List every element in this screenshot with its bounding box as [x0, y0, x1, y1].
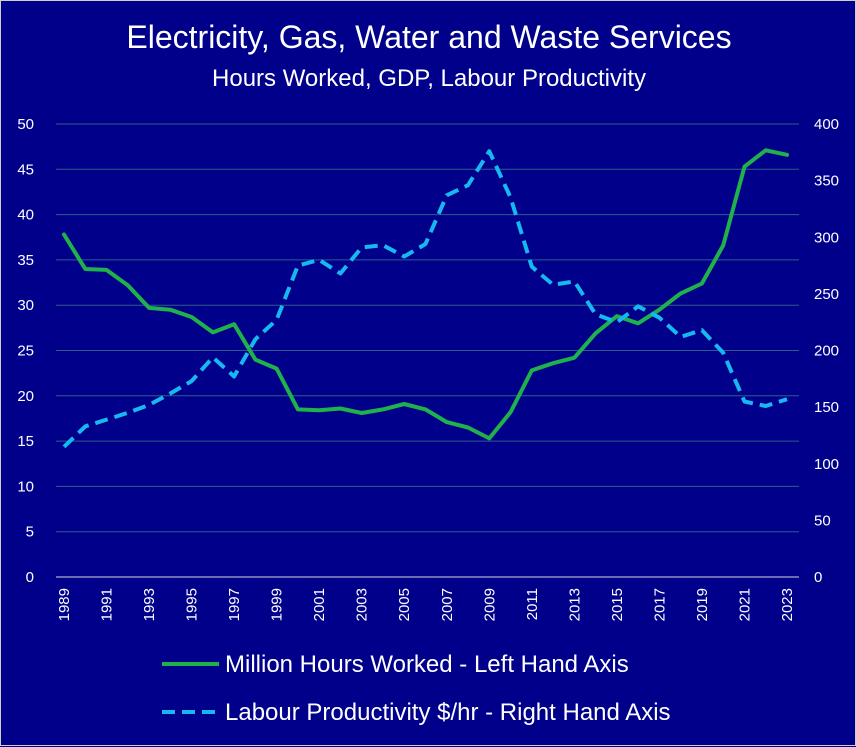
y-left-tick-label: 50: [17, 116, 34, 133]
x-tick-label: 2019: [694, 588, 711, 621]
y-left-tick-label: 15: [17, 433, 34, 450]
y-right-tick-label: 350: [814, 173, 839, 190]
y-right-tick-label: 0: [814, 569, 822, 586]
y-left-tick-label: 30: [17, 297, 34, 314]
y-right-tick-label: 400: [814, 116, 839, 133]
series-line-labour-productivity: [62, 149, 788, 449]
x-tick-label: 2009: [481, 588, 498, 621]
y-left-tick-label: 20: [17, 388, 34, 405]
x-tick-label: 2017: [651, 588, 668, 621]
series-line-hours-worked: [62, 148, 789, 441]
x-tick-label: 1989: [56, 588, 73, 621]
x-tick-label: 2023: [779, 588, 796, 621]
y-left-tick-label: 35: [17, 252, 34, 269]
chart-title: Electricity, Gas, Water and Waste Servic…: [126, 19, 732, 55]
y-left-tick-label: 40: [17, 207, 34, 224]
x-tick-label: 1995: [184, 588, 201, 621]
chart-subtitle: Hours Worked, GDP, Labour Productivity: [212, 65, 646, 92]
x-tick-label: 2021: [736, 588, 753, 621]
x-tick-label: 1991: [99, 588, 116, 621]
x-tick-label: 1993: [141, 588, 158, 621]
x-tick-label: 2007: [439, 588, 456, 621]
y-right-tick-label: 50: [814, 512, 831, 529]
legend-label: Labour Productivity $/hr - Right Hand Ax…: [225, 699, 671, 726]
y-right-tick-label: 100: [814, 456, 839, 473]
x-tick-label: 2001: [311, 588, 328, 621]
y-left-tick-label: 10: [17, 478, 34, 495]
x-tick-label: 2005: [396, 588, 413, 621]
y-left-tick-label: 45: [17, 161, 34, 178]
x-tick-label: 1997: [226, 588, 243, 621]
y-right-tick-label: 300: [814, 229, 839, 246]
y-right-tick-label: 250: [814, 286, 839, 303]
y-left-tick-label: 5: [26, 524, 34, 541]
x-tick-label: 1999: [269, 588, 286, 621]
x-tick-label: 2003: [354, 588, 371, 621]
y-left-tick-label: 25: [17, 343, 34, 360]
legend-label: Million Hours Worked - Left Hand Axis: [225, 651, 629, 678]
x-tick-label: 2013: [566, 588, 583, 621]
y-left-tick-label: 0: [26, 569, 34, 586]
y-right-tick-label: 150: [814, 399, 839, 416]
x-tick-label: 2011: [524, 588, 541, 620]
x-tick-label: 2015: [609, 588, 626, 621]
y-right-tick-label: 200: [814, 343, 839, 360]
